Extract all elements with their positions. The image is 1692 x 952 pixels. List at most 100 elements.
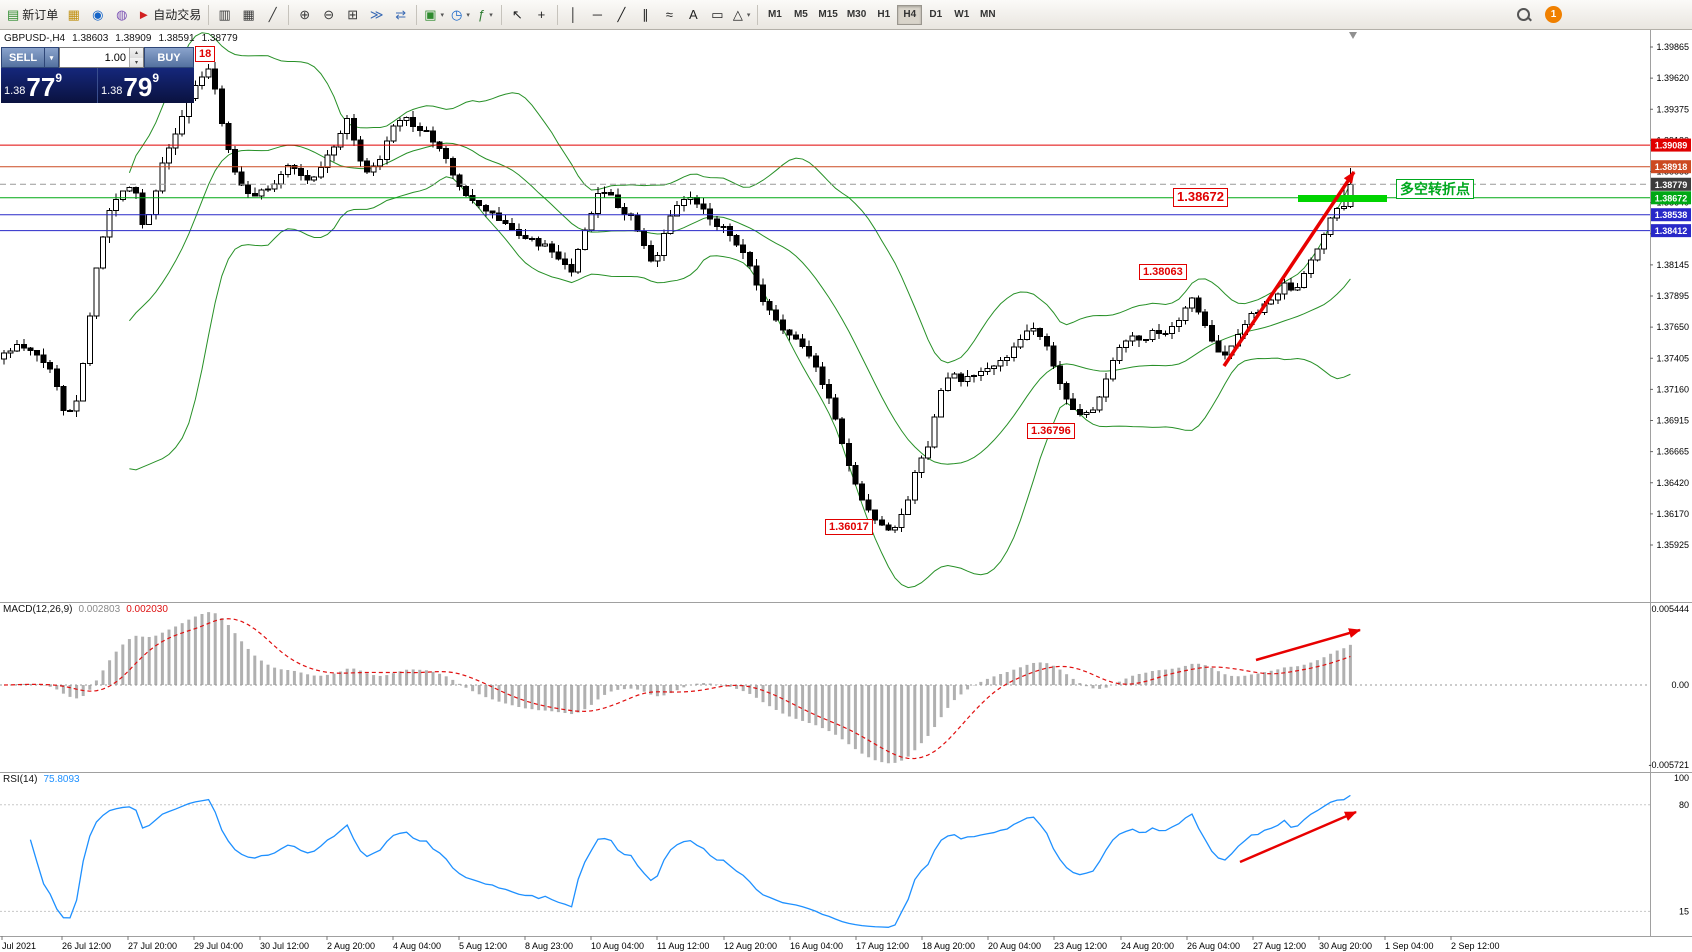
candle [859, 480, 865, 501]
toolbar-separator [556, 4, 558, 25]
buy-price[interactable]: 1.38 79 9 [98, 68, 194, 103]
candle [502, 214, 509, 226]
line-chart-button[interactable]: ╱ [261, 3, 284, 26]
swing-note-mid[interactable]: 1.36796 [1027, 423, 1075, 440]
price-line-1.38779[interactable]: 1.38779 [0, 177, 1691, 191]
candle [918, 455, 925, 479]
candle [1189, 297, 1195, 312]
search-button[interactable] [1512, 3, 1535, 26]
macd-axis-label: -0.005721 [1648, 760, 1689, 770]
candlestick-chart-button[interactable]: ▦ [237, 3, 260, 26]
candle [67, 408, 73, 412]
candle [1076, 404, 1083, 417]
timeframe-w1-button[interactable]: W1 [949, 5, 974, 25]
candle [53, 364, 60, 391]
price-line-badge: 1.38779 [1655, 180, 1688, 190]
rsi-arrow[interactable] [1239, 810, 1357, 864]
shapes-button[interactable]: △ ▾ [730, 3, 754, 26]
bar-chart-button[interactable]: ▥ [213, 3, 236, 26]
indicators-button[interactable]: ƒ ▾ [474, 3, 497, 26]
support-highlight-bar[interactable] [1298, 195, 1387, 202]
timeframe-m30-button[interactable]: M30 [843, 5, 870, 25]
price-line-1.38412[interactable]: 1.38412 [0, 224, 1691, 238]
ohlc-low: 1.38591 [158, 33, 195, 44]
candle [1288, 278, 1294, 292]
search-icon [1517, 8, 1530, 21]
tile-windows-button[interactable]: ⊞ [341, 3, 364, 26]
candle [865, 494, 872, 513]
price-axis: 1.398651.396201.393751.391301.388851.386… [1650, 42, 1689, 550]
timeframe-h1-button[interactable]: H1 [871, 5, 896, 25]
swing-note-low[interactable]: 1.36017 [825, 519, 873, 536]
price-line-1.38918[interactable]: 1.38918 [0, 160, 1691, 174]
candle [1090, 407, 1096, 414]
notification-badge[interactable]: 1 [1545, 6, 1562, 23]
candle [878, 516, 885, 526]
sell-price-big: 77 [26, 72, 56, 103]
candle [377, 155, 384, 171]
trendline-button[interactable]: ╱ [610, 3, 633, 26]
autotrading-button[interactable]: ► 自动交易 [134, 3, 204, 26]
chart-shift-button[interactable]: ⇄ [389, 3, 412, 26]
trend-arrow[interactable] [1222, 171, 1356, 367]
alerts-button[interactable]: ◍ [110, 3, 133, 26]
candle [1043, 333, 1050, 351]
timeframe-d1-button[interactable]: D1 [923, 5, 948, 25]
spread-note[interactable]: 18 [195, 46, 216, 63]
price-line-badge: 1.39089 [1655, 141, 1688, 151]
pivot-note[interactable]: 多空转折点 [1396, 179, 1474, 200]
candle [34, 349, 40, 362]
timeframe-mn-button[interactable]: MN [975, 5, 1000, 25]
text-label-button[interactable]: ▭ [706, 3, 729, 26]
market-watch-button[interactable]: ◉ [86, 3, 109, 26]
new-chart-button[interactable]: ▣ ▾ [421, 3, 447, 26]
period-refresh-button[interactable]: ◷ ▾ [448, 3, 473, 26]
candle [812, 352, 819, 373]
refresh-clock-icon: ◷ [451, 7, 463, 22]
timeframe-h4-button[interactable]: H4 [897, 4, 923, 25]
auto-scroll-button[interactable]: ≫ [365, 3, 388, 26]
timeframe-m1-button[interactable]: M1 [762, 5, 787, 25]
candle [944, 372, 951, 392]
zoom-in-button[interactable]: ⊕ [293, 3, 316, 26]
timeframe-m5-button[interactable]: M5 [788, 5, 813, 25]
buy-button[interactable]: BUY [144, 47, 194, 68]
one-click-trading-panel: SELL ▾ 1.00 ▴ ▾ BUY 1.38 77 9 1.38 79 9 [1, 47, 194, 103]
lot-size-field[interactable]: 1.00 ▴ ▾ [59, 47, 144, 68]
candle [86, 312, 93, 366]
lot-down-icon[interactable]: ▾ [130, 57, 143, 67]
candle [232, 146, 238, 176]
lot-up-icon[interactable]: ▴ [130, 48, 143, 58]
text-button[interactable]: A [682, 3, 705, 26]
horizontal-line-button[interactable]: ─ [586, 3, 609, 26]
zoom-out-button[interactable]: ⊖ [317, 3, 340, 26]
channel-button[interactable]: ∥ [634, 3, 657, 26]
price-line-badge: 1.38672 [1655, 193, 1688, 203]
fibonacci-button[interactable]: ≈ [658, 3, 681, 26]
time-axis-label: Jul 2021 [2, 941, 36, 951]
alerts-icon: ◍ [116, 7, 128, 22]
price-line-1.39089[interactable]: 1.39089 [0, 138, 1691, 152]
candle [159, 156, 166, 194]
price-axis-label: 1.39375 [1656, 104, 1689, 114]
resistance-note[interactable]: 1.38672 [1173, 188, 1228, 207]
sell-dropdown-caret[interactable]: ▾ [45, 47, 59, 68]
swing-note-high[interactable]: 1.38063 [1139, 264, 1187, 281]
sell-price[interactable]: 1.38 77 9 [1, 68, 98, 103]
candle [977, 367, 984, 382]
candle [1156, 323, 1162, 339]
new-order-button[interactable]: ▤ 新订单 [4, 3, 61, 26]
candle [1208, 319, 1215, 343]
toolbar-separator [500, 4, 502, 25]
charts-button[interactable]: ▦ [62, 3, 85, 26]
tile-windows-icon: ⊞ [347, 7, 359, 22]
vertical-line-button[interactable]: │ [562, 3, 585, 26]
sell-button[interactable]: SELL [1, 47, 45, 68]
cursor-button[interactable]: ↖ [506, 3, 529, 26]
lot-spinner[interactable]: ▴ ▾ [129, 48, 143, 67]
crosshair-button[interactable]: + [530, 3, 553, 26]
price-line-1.38538[interactable]: 1.38538 [0, 208, 1691, 222]
macd-arrow[interactable] [1255, 628, 1361, 662]
timeframe-m15-button[interactable]: M15 [814, 5, 841, 25]
